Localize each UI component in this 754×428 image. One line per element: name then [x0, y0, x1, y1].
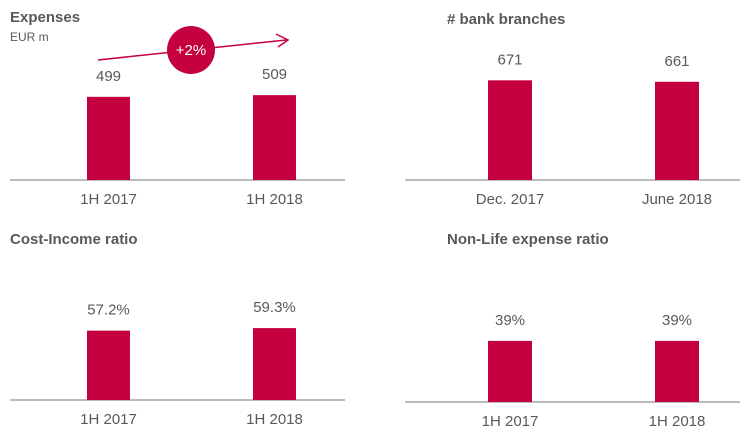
growth-label: +2%	[176, 42, 206, 59]
bar	[87, 330, 130, 400]
value-label: 39%	[662, 312, 692, 329]
value-label: 57.2%	[87, 302, 130, 319]
x-tick-label: 1H 2018	[246, 411, 303, 428]
bar	[488, 340, 532, 402]
chart-title: Expenses	[10, 9, 80, 26]
chart-title: # bank branches	[447, 11, 565, 28]
chart-subtitle: EUR m	[10, 30, 49, 44]
bar	[655, 340, 699, 402]
x-tick-label: June 2018	[642, 191, 712, 208]
x-tick-label: 1H 2017	[482, 413, 539, 428]
bar	[253, 328, 296, 400]
bar	[655, 81, 699, 180]
x-tick-label: 1H 2017	[80, 191, 137, 208]
value-label: 509	[262, 66, 287, 83]
x-tick-label: 1H 2018	[246, 191, 303, 208]
x-tick-label: 1H 2018	[649, 413, 706, 428]
x-tick-label: Dec. 2017	[476, 191, 544, 208]
chart-title: Cost-Income ratio	[10, 231, 138, 248]
x-tick-label: 1H 2017	[80, 411, 137, 428]
arrow-head	[275, 33, 290, 48]
bar	[87, 96, 130, 180]
bar	[253, 95, 296, 180]
value-label: 39%	[495, 312, 525, 329]
growth-badge	[167, 26, 215, 74]
value-label: 661	[664, 53, 689, 70]
value-label: 671	[497, 51, 522, 68]
value-label: 499	[96, 68, 121, 85]
chart-title: Non-Life expense ratio	[447, 231, 609, 248]
value-label: 59.3%	[253, 299, 296, 316]
bar	[488, 80, 532, 180]
